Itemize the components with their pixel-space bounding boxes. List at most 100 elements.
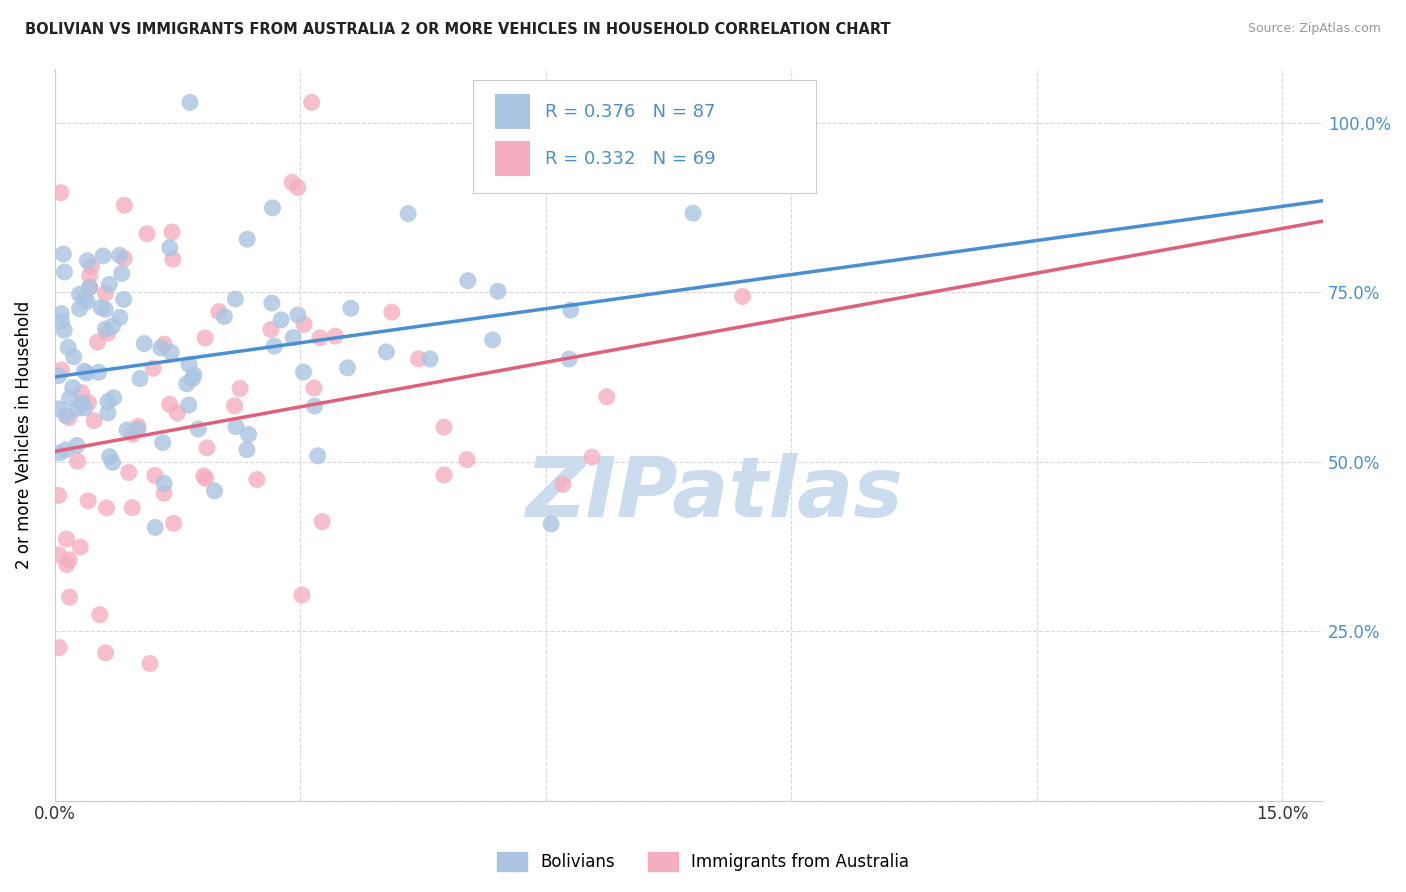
Point <box>56 340 79 354</box>
Point <box>94 286 117 301</box>
FancyBboxPatch shape <box>495 141 530 176</box>
FancyBboxPatch shape <box>474 79 815 193</box>
Point <box>177 398 200 412</box>
Point <box>51 307 73 321</box>
Point <box>260 322 283 336</box>
Point <box>97 326 120 340</box>
Point <box>48 488 70 502</box>
Point <box>53 323 76 337</box>
Point <box>103 391 125 405</box>
Point <box>66 438 89 452</box>
Point <box>136 227 159 241</box>
Point <box>69 301 91 316</box>
Point <box>301 95 323 110</box>
Point <box>270 313 292 327</box>
Point <box>340 301 363 316</box>
Point <box>236 442 259 457</box>
Point <box>101 455 124 469</box>
Point <box>69 287 91 301</box>
Point <box>48 548 70 562</box>
Text: R = 0.376   N = 87: R = 0.376 N = 87 <box>546 103 716 120</box>
Point <box>456 452 478 467</box>
Point <box>76 294 98 309</box>
Point <box>112 252 135 266</box>
Point <box>62 350 84 364</box>
Point <box>302 381 325 395</box>
Point <box>121 500 143 515</box>
Point <box>214 310 236 324</box>
Point <box>581 450 603 464</box>
Point <box>97 394 120 409</box>
Point <box>204 483 226 498</box>
Point <box>486 284 509 298</box>
Point <box>142 361 165 376</box>
Point <box>86 335 108 350</box>
Point <box>224 399 246 413</box>
Point <box>48 401 70 416</box>
Point <box>139 657 162 671</box>
Point <box>94 322 117 336</box>
Point <box>70 385 93 400</box>
Point <box>153 476 176 491</box>
Point <box>153 486 176 500</box>
Point <box>682 206 704 220</box>
Point <box>152 435 174 450</box>
Point <box>51 314 73 328</box>
Point <box>111 267 134 281</box>
Point <box>143 468 166 483</box>
Point <box>560 303 582 318</box>
Point <box>129 371 152 385</box>
Point <box>121 427 143 442</box>
Point <box>160 225 183 239</box>
Point <box>59 392 82 406</box>
Point <box>433 420 456 434</box>
Point <box>73 293 96 307</box>
Point <box>596 390 619 404</box>
Point <box>91 249 114 263</box>
Point <box>419 352 441 367</box>
Point <box>108 310 131 325</box>
Point <box>160 345 183 359</box>
Point <box>115 423 138 437</box>
Point <box>69 540 91 554</box>
Point <box>76 253 98 268</box>
Point <box>187 422 209 436</box>
Point <box>101 319 124 334</box>
Point <box>551 477 574 491</box>
Point <box>96 500 118 515</box>
Point <box>66 454 89 468</box>
Point <box>143 520 166 534</box>
Point <box>325 329 347 343</box>
Point <box>79 280 101 294</box>
Point <box>98 450 121 464</box>
Point <box>70 396 93 410</box>
Point <box>127 419 149 434</box>
Point <box>283 330 305 344</box>
Point <box>260 296 283 310</box>
Point <box>731 289 754 303</box>
Text: BOLIVIAN VS IMMIGRANTS FROM AUSTRALIA 2 OR MORE VEHICLES IN HOUSEHOLD CORRELATIO: BOLIVIAN VS IMMIGRANTS FROM AUSTRALIA 2 … <box>25 22 891 37</box>
Point <box>55 442 77 457</box>
Point <box>83 414 105 428</box>
Point <box>291 588 314 602</box>
Legend: Bolivians, Immigrants from Australia: Bolivians, Immigrants from Australia <box>488 843 918 880</box>
Point <box>149 341 172 355</box>
Point <box>159 241 181 255</box>
Y-axis label: 2 or more Vehicles in Household: 2 or more Vehicles in Household <box>15 301 32 569</box>
Point <box>381 305 404 319</box>
Point <box>307 449 329 463</box>
Point <box>179 95 201 110</box>
Point <box>287 180 309 194</box>
Point <box>79 268 101 283</box>
Point <box>55 409 77 423</box>
Point <box>292 318 315 332</box>
Point <box>127 423 149 437</box>
Point <box>281 175 304 189</box>
Point <box>162 252 184 267</box>
Point <box>49 186 72 200</box>
Text: R = 0.332   N = 69: R = 0.332 N = 69 <box>546 150 716 168</box>
Point <box>176 376 198 391</box>
Point <box>457 274 479 288</box>
Point <box>292 365 315 379</box>
Point <box>177 358 200 372</box>
